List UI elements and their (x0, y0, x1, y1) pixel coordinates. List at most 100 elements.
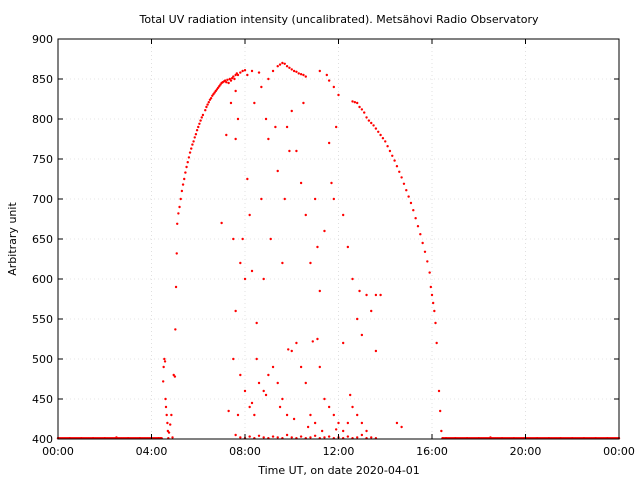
data-point (253, 413, 256, 417)
data-point (332, 413, 336, 417)
data-point (233, 77, 236, 81)
data-point (170, 413, 173, 417)
data-point (232, 75, 235, 78)
data-point (372, 124, 375, 127)
data-point (358, 105, 361, 109)
data-point (295, 70, 298, 74)
data-point (360, 108, 364, 111)
data-point (274, 125, 277, 129)
data-point (267, 373, 270, 377)
data-point (299, 73, 303, 76)
data-point (250, 269, 254, 273)
x-tick-label: 04:00 (136, 445, 168, 458)
data-point (323, 229, 326, 233)
data-point (264, 117, 268, 121)
data-point (250, 401, 254, 405)
data-point (306, 425, 310, 429)
data-point (295, 149, 298, 153)
data-point (197, 125, 200, 129)
data-point (205, 105, 208, 109)
data-point (316, 337, 319, 341)
data-point (304, 75, 307, 78)
data-point (200, 116, 203, 119)
data-point (225, 81, 228, 84)
data-point (437, 389, 441, 393)
data-point (370, 309, 373, 313)
data-point (400, 425, 403, 429)
data-point (283, 197, 286, 201)
x-tick-label: 16:00 (416, 445, 448, 458)
data-point (262, 389, 265, 393)
data-point (178, 205, 181, 209)
data-point (313, 434, 317, 437)
data-point (285, 125, 289, 129)
data-point (384, 140, 387, 143)
data-point (374, 293, 378, 297)
data-point (163, 357, 166, 361)
data-point (236, 117, 240, 121)
data-point (341, 213, 345, 217)
data-point (426, 260, 429, 263)
data-point (395, 421, 399, 425)
data-point (177, 212, 180, 215)
data-point (323, 436, 326, 439)
data-point (325, 73, 329, 77)
data-point (332, 85, 336, 89)
data-point (175, 252, 178, 255)
data-point (191, 143, 194, 146)
data-point (428, 271, 431, 274)
data-point (351, 405, 354, 409)
data-point (412, 209, 415, 212)
data-point (262, 436, 265, 439)
data-point (337, 421, 340, 425)
x-tick-label: 20:00 (510, 445, 542, 458)
data-point (393, 159, 396, 162)
data-point (267, 137, 270, 141)
data-point (239, 373, 242, 377)
data-point (313, 421, 317, 425)
data-point (405, 189, 408, 192)
data-point (400, 176, 403, 179)
data-point (365, 293, 368, 297)
data-point (183, 177, 186, 181)
data-point (398, 170, 401, 173)
data-point (391, 154, 394, 157)
data-point (229, 101, 233, 105)
data-point (271, 435, 275, 438)
data-point (388, 149, 392, 153)
data-point (194, 133, 198, 136)
data-point (174, 328, 177, 331)
data-point (348, 393, 352, 397)
y-tick-label: 400 (32, 433, 53, 446)
y-tick-label: 900 (32, 33, 53, 46)
data-point (429, 285, 433, 289)
data-point (288, 66, 291, 70)
data-point (181, 183, 185, 186)
data-point (234, 89, 237, 93)
data-point (346, 435, 350, 438)
data-point (234, 309, 237, 313)
data-point (161, 380, 165, 383)
data-point (188, 151, 192, 154)
data-point (327, 79, 331, 82)
data-point (283, 62, 286, 65)
data-point (351, 100, 354, 103)
data-point (414, 217, 417, 220)
data-point (379, 293, 382, 297)
data-point (433, 309, 436, 313)
y-tick-label: 850 (32, 73, 53, 86)
data-point (278, 63, 282, 66)
data-point (409, 201, 413, 205)
data-point (365, 429, 368, 433)
data-point (341, 341, 345, 345)
x-tick-label: 00:00 (603, 445, 635, 458)
data-point (257, 71, 261, 74)
data-point (290, 436, 293, 439)
data-point (257, 434, 261, 437)
data-point (423, 250, 427, 253)
data-point (370, 436, 373, 439)
data-point (360, 433, 364, 437)
data-point (248, 213, 251, 217)
data-point (206, 103, 209, 106)
